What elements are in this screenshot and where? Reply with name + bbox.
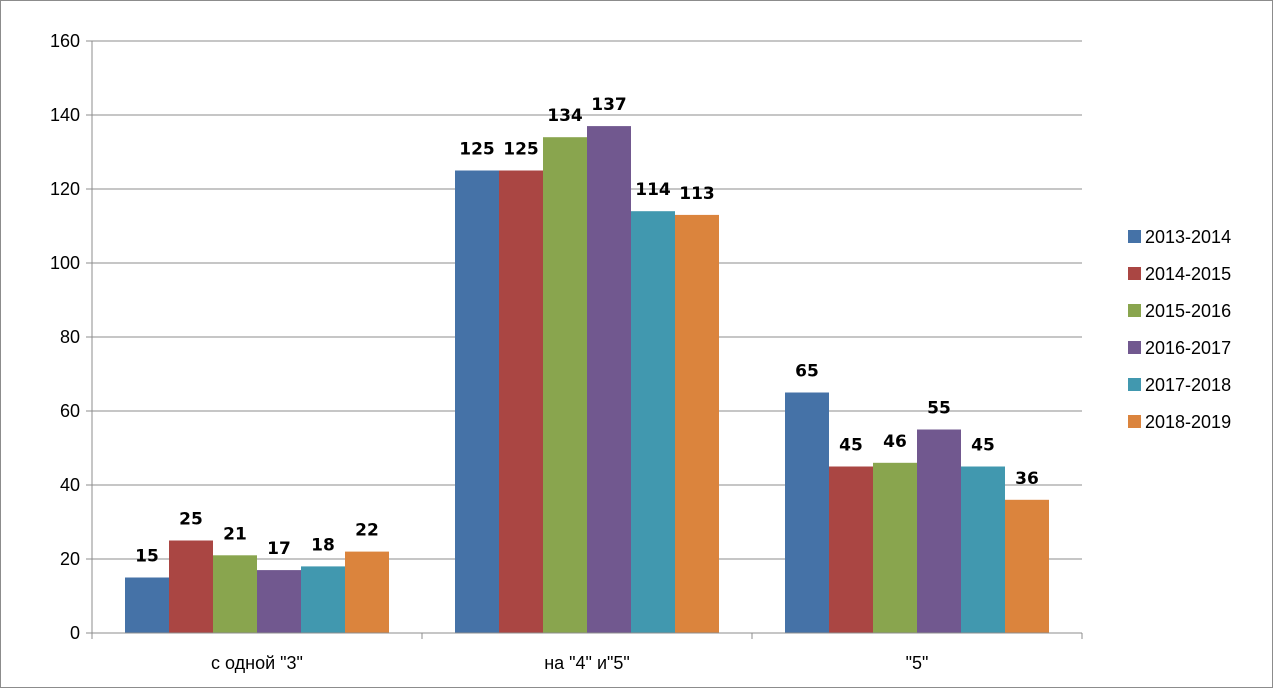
data-label: 36 bbox=[1015, 469, 1039, 489]
y-tick-label: 80 bbox=[60, 327, 80, 347]
bar bbox=[587, 126, 631, 633]
y-tick-label: 0 bbox=[70, 623, 80, 643]
legend-label: 2016-2017 bbox=[1145, 338, 1231, 358]
legend-swatch bbox=[1128, 341, 1141, 354]
bar bbox=[543, 137, 587, 633]
legend-swatch bbox=[1128, 230, 1141, 243]
y-tick-label: 160 bbox=[50, 31, 80, 51]
bar bbox=[961, 466, 1005, 633]
x-category-label: на "4" и"5" bbox=[544, 653, 630, 673]
data-label: 55 bbox=[927, 399, 951, 419]
bar bbox=[455, 170, 499, 633]
x-category-label: "5" bbox=[906, 653, 929, 673]
legend-swatch bbox=[1128, 267, 1141, 280]
data-label: 137 bbox=[591, 95, 627, 115]
y-tick-label: 120 bbox=[50, 179, 80, 199]
legend-label: 2017-2018 bbox=[1145, 375, 1231, 395]
data-label: 134 bbox=[547, 106, 583, 126]
bar bbox=[499, 170, 543, 633]
data-label: 45 bbox=[839, 436, 863, 456]
y-tick-label: 40 bbox=[60, 475, 80, 495]
y-axis-tick-labels: 0 20 40 60 80 100 120 140 160 bbox=[50, 31, 80, 643]
data-label: 46 bbox=[883, 432, 907, 452]
data-label: 18 bbox=[311, 535, 335, 555]
data-label: 21 bbox=[223, 524, 247, 544]
data-label: 22 bbox=[355, 521, 379, 541]
bar bbox=[873, 462, 917, 633]
data-label: 15 bbox=[135, 547, 159, 567]
legend-swatch bbox=[1128, 304, 1141, 317]
bars bbox=[125, 126, 1049, 633]
legend: 2013-2014 2014-2015 2015-2016 2016-2017 2017… bbox=[1128, 227, 1231, 432]
axes bbox=[86, 40, 1083, 639]
legend-swatch bbox=[1128, 415, 1141, 428]
bar bbox=[213, 555, 257, 633]
x-category-label: с одной "3" bbox=[211, 653, 303, 673]
y-tick-label: 20 bbox=[60, 549, 80, 569]
legend-label: 2013-2014 bbox=[1145, 227, 1231, 247]
bar bbox=[301, 566, 345, 633]
bar bbox=[829, 466, 873, 633]
data-label: 114 bbox=[635, 180, 671, 200]
x-axis-category-labels: с одной "3" на "4" и"5" "5" bbox=[211, 653, 928, 673]
data-label: 45 bbox=[971, 436, 995, 456]
data-label: 17 bbox=[267, 539, 291, 559]
y-tick-label: 60 bbox=[60, 401, 80, 421]
data-label: 125 bbox=[503, 140, 539, 160]
legend-label: 2018-2019 bbox=[1145, 412, 1231, 432]
legend-label: 2015-2016 bbox=[1145, 301, 1231, 321]
bar bbox=[1005, 499, 1049, 633]
bar bbox=[631, 211, 675, 633]
y-tick-label: 140 bbox=[50, 105, 80, 125]
bar bbox=[169, 540, 213, 633]
data-labels: 15 25 21 17 18 22 125 125 134 137 114 113 65 45 46 55 45… bbox=[135, 95, 1039, 566]
y-tick-label: 100 bbox=[50, 253, 80, 273]
bar bbox=[675, 214, 719, 633]
data-label: 125 bbox=[459, 140, 495, 160]
bar bbox=[917, 429, 961, 633]
bar bbox=[257, 570, 301, 633]
data-label: 65 bbox=[795, 362, 819, 382]
bar bbox=[345, 551, 389, 633]
bar bbox=[785, 392, 829, 633]
data-label: 25 bbox=[179, 510, 203, 530]
data-label: 113 bbox=[679, 184, 715, 204]
legend-label: 2014-2015 bbox=[1145, 264, 1231, 284]
bar bbox=[125, 577, 169, 633]
legend-swatch bbox=[1128, 378, 1141, 391]
